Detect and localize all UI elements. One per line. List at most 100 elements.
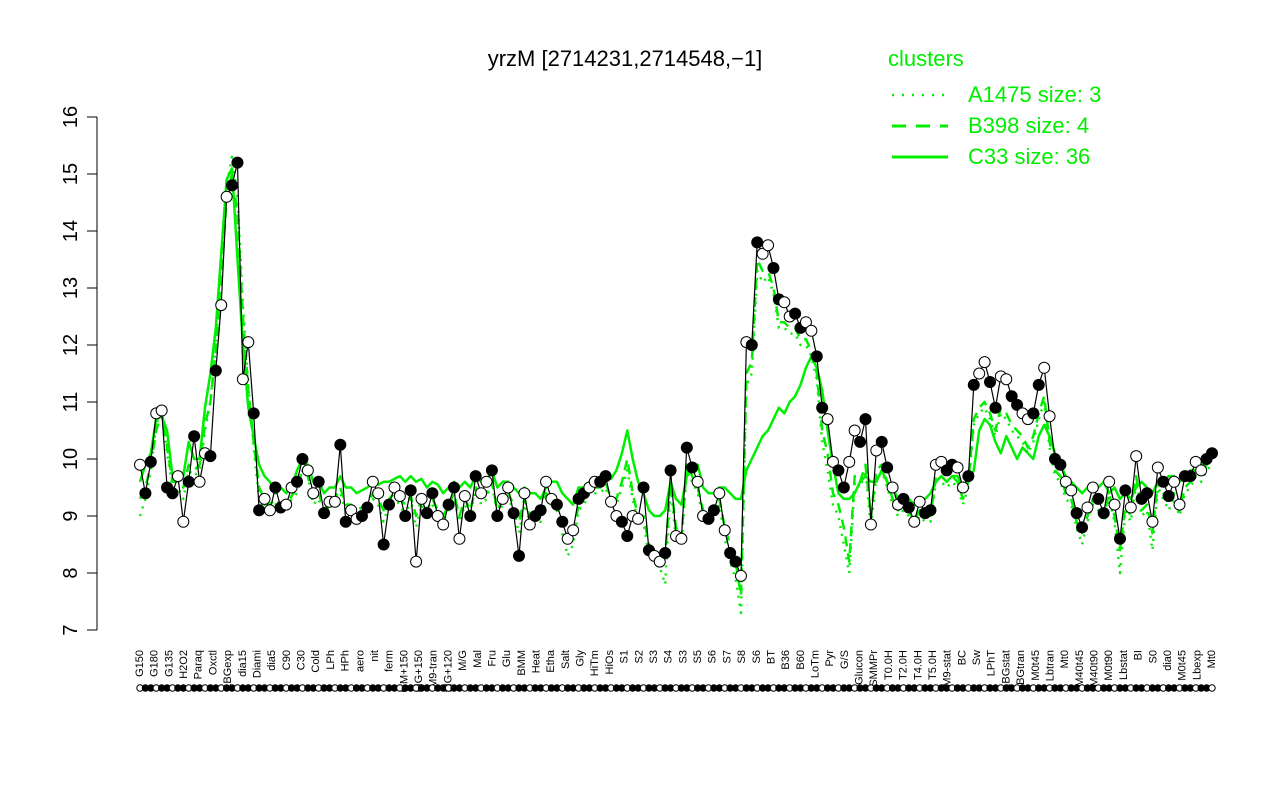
x-tick-label: G180 <box>149 650 161 677</box>
data-point <box>1092 492 1105 505</box>
x-tick-label: T5.0H <box>927 650 939 680</box>
x-tick-label: M/G <box>457 650 469 671</box>
data-point <box>372 487 385 500</box>
data-point <box>328 495 341 508</box>
data-point <box>182 475 195 488</box>
y-tick-label: 15 <box>60 163 82 185</box>
data-point <box>155 404 168 417</box>
data-point <box>437 518 450 531</box>
chart-title: yrzM [2714231,2714548,−1] <box>488 46 763 71</box>
x-tick-label: dia5 <box>266 650 278 671</box>
x-tick-label: HPh <box>340 650 352 671</box>
data-point <box>464 510 477 522</box>
data-point <box>1113 532 1126 545</box>
data-point <box>355 510 368 522</box>
y-tick-label: 14 <box>60 220 82 242</box>
x-tick-label: S3 <box>648 650 660 663</box>
data-point <box>615 515 628 528</box>
data-point <box>1065 484 1078 497</box>
data-point <box>605 495 618 508</box>
data-point <box>989 401 1002 414</box>
x-tick-label: B60 <box>795 650 807 670</box>
data-point <box>236 373 249 386</box>
data-point <box>1032 378 1045 391</box>
x-tick-label: Fru <box>486 650 498 667</box>
data-point <box>864 518 877 531</box>
x-tick-label: Gly <box>575 650 587 667</box>
legend-label-b398: B398 size: 4 <box>968 113 1089 138</box>
data-point <box>415 492 428 505</box>
data-point <box>951 461 964 474</box>
data-point <box>832 464 845 477</box>
data-point <box>480 475 493 488</box>
data-point <box>561 532 574 545</box>
data-point <box>724 547 737 560</box>
data-point <box>318 507 331 520</box>
x-tick-label: Pyr <box>824 650 836 667</box>
x-tick-label: BT <box>765 650 777 664</box>
legend-title: clusters <box>888 46 964 71</box>
data-point <box>307 487 320 500</box>
data-point <box>1005 390 1018 403</box>
data-point <box>540 475 553 488</box>
x-tick-label: Mt0 <box>1059 650 1071 668</box>
data-point <box>518 487 531 500</box>
x-tick-label: Lbtran <box>1044 650 1056 681</box>
data-point <box>767 262 780 275</box>
data-point <box>962 470 975 483</box>
legend-label-a1475: A1475 size: 3 <box>968 82 1101 107</box>
data-point <box>496 492 509 505</box>
data-point <box>361 501 374 514</box>
data-point <box>442 498 455 511</box>
data-point <box>837 481 850 494</box>
data-point <box>171 470 184 483</box>
data-point <box>1119 484 1132 497</box>
data-point <box>886 481 899 494</box>
data-point <box>220 190 233 203</box>
data-point <box>512 549 525 562</box>
x-tick-label: dia0 <box>1162 650 1174 671</box>
data-point <box>756 247 769 260</box>
data-point <box>339 515 352 528</box>
data-point <box>1173 498 1186 511</box>
x-tick-label: BC <box>956 650 968 665</box>
data-point <box>242 336 255 349</box>
data-point <box>253 504 266 517</box>
data-point <box>751 236 764 249</box>
data-point <box>799 316 812 329</box>
x-tick-label: Mal <box>472 650 484 668</box>
y-tick-label: 16 <box>60 106 82 128</box>
data-point <box>177 515 190 528</box>
y-tick-label: 11 <box>60 392 82 413</box>
data-point <box>1162 490 1175 503</box>
data-point <box>978 356 991 369</box>
x-tick-label: Lbstat <box>1118 650 1130 680</box>
data-point <box>166 487 179 500</box>
x-tick-label: S5 <box>692 650 704 663</box>
x-tick-label: M0t45 <box>1177 650 1189 681</box>
x-tick-label: S6 <box>751 650 763 663</box>
data-point <box>550 498 563 511</box>
y-axis: 7 8 9 10 11 12 13 14 15 16 <box>60 106 98 636</box>
data-point <box>301 464 314 477</box>
x-tick-label: Lbexp <box>1191 650 1203 680</box>
data-point <box>870 444 883 457</box>
x-tick-label: G/S <box>839 650 851 669</box>
data-point <box>1146 515 1159 528</box>
data-point <box>1011 398 1024 411</box>
x-tick-label: Etha <box>545 649 557 673</box>
data-point <box>366 475 379 488</box>
data-point <box>1141 487 1154 500</box>
data-point <box>144 455 157 468</box>
x-tick-label: HiOs <box>604 650 616 675</box>
x-tick-label: BMM <box>516 650 528 676</box>
data-point <box>599 470 612 483</box>
data-point <box>984 376 997 389</box>
data-point <box>810 350 823 363</box>
data-point <box>1184 470 1197 483</box>
y-tick-label: 9 <box>60 510 82 521</box>
data-point <box>686 461 699 474</box>
x-tick-label: MG+120 <box>442 650 454 693</box>
x-tick-label: G135 <box>163 650 175 677</box>
